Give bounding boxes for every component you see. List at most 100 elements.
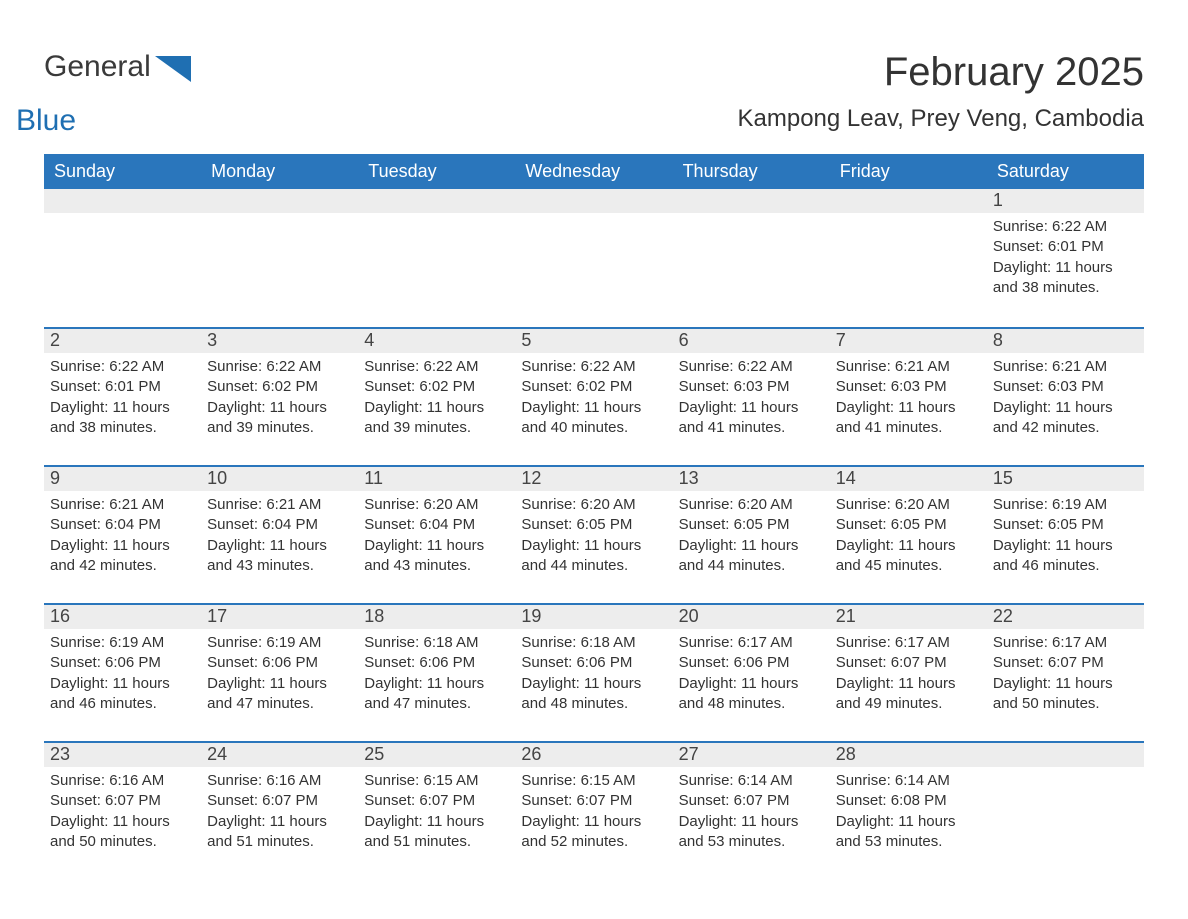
- day-details: Sunrise: 6:18 AMSunset: 6:06 PMDaylight:…: [358, 629, 515, 720]
- day-number: 25: [364, 744, 384, 764]
- daylight-line: Daylight: 11 hours and 41 minutes.: [836, 398, 981, 439]
- sunrise-line: Sunrise: 6:15 AM: [521, 771, 666, 791]
- sunrise-line: Sunrise: 6:20 AM: [364, 495, 509, 515]
- day-details: Sunrise: 6:22 AMSunset: 6:02 PMDaylight:…: [201, 353, 358, 444]
- month-title: February 2025: [738, 50, 1144, 95]
- daylight-line: Daylight: 11 hours and 47 minutes.: [364, 674, 509, 715]
- daylight-line: Daylight: 11 hours and 51 minutes.: [364, 812, 509, 853]
- day-details: Sunrise: 6:14 AMSunset: 6:08 PMDaylight:…: [830, 767, 987, 858]
- day-details: Sunrise: 6:22 AMSunset: 6:02 PMDaylight:…: [358, 353, 515, 444]
- sunset-line: Sunset: 6:06 PM: [207, 653, 352, 673]
- day-number: 23: [50, 744, 70, 764]
- calendar-week-row: 9Sunrise: 6:21 AMSunset: 6:04 PMDaylight…: [44, 465, 1144, 603]
- location-label: Kampong Leav, Prey Veng, Cambodia: [738, 105, 1144, 133]
- day-number: 20: [679, 606, 699, 626]
- calendar-day-cell: 4Sunrise: 6:22 AMSunset: 6:02 PMDaylight…: [358, 329, 515, 465]
- sunrise-line: Sunrise: 6:21 AM: [993, 357, 1138, 377]
- sunrise-line: Sunrise: 6:22 AM: [207, 357, 352, 377]
- sunset-line: Sunset: 6:04 PM: [364, 515, 509, 535]
- day-number: 14: [836, 468, 856, 488]
- calendar-day-cell: 14Sunrise: 6:20 AMSunset: 6:05 PMDayligh…: [830, 467, 987, 603]
- calendar-week-row: 16Sunrise: 6:19 AMSunset: 6:06 PMDayligh…: [44, 603, 1144, 741]
- sunrise-line: Sunrise: 6:20 AM: [679, 495, 824, 515]
- daylight-line: Daylight: 11 hours and 53 minutes.: [836, 812, 981, 853]
- sunset-line: Sunset: 6:08 PM: [836, 791, 981, 811]
- sunrise-line: Sunrise: 6:21 AM: [207, 495, 352, 515]
- header: General Blue February 2025 Kampong Leav,…: [44, 50, 1144, 138]
- day-details: Sunrise: 6:19 AMSunset: 6:05 PMDaylight:…: [987, 491, 1144, 582]
- sunrise-line: Sunrise: 6:16 AM: [207, 771, 352, 791]
- day-details: Sunrise: 6:21 AMSunset: 6:03 PMDaylight:…: [830, 353, 987, 444]
- day-details: Sunrise: 6:20 AMSunset: 6:05 PMDaylight:…: [673, 491, 830, 582]
- day-of-week-cell: Wednesday: [515, 154, 672, 189]
- sunrise-line: Sunrise: 6:22 AM: [993, 217, 1138, 237]
- sunset-line: Sunset: 6:04 PM: [50, 515, 195, 535]
- day-number: 9: [50, 468, 60, 488]
- calendar-day-cell: 28Sunrise: 6:14 AMSunset: 6:08 PMDayligh…: [830, 743, 987, 879]
- sunrise-line: Sunrise: 6:21 AM: [50, 495, 195, 515]
- calendar-day-cell: 17Sunrise: 6:19 AMSunset: 6:06 PMDayligh…: [201, 605, 358, 741]
- day-details: Sunrise: 6:21 AMSunset: 6:04 PMDaylight:…: [201, 491, 358, 582]
- daylight-line: Daylight: 11 hours and 43 minutes.: [364, 536, 509, 577]
- calendar-day-cell: 15 Sunrise: 6:19 AMSunset: 6:05 PMDayligh…: [987, 467, 1144, 603]
- day-of-week-cell: Monday: [201, 154, 358, 189]
- day-details: Sunrise: 6:15 AMSunset: 6:07 PMDaylight:…: [358, 767, 515, 858]
- sunrise-line: Sunrise: 6:21 AM: [836, 357, 981, 377]
- sunset-line: Sunset: 6:07 PM: [521, 791, 666, 811]
- sunset-line: Sunset: 6:07 PM: [364, 791, 509, 811]
- daylight-line: Daylight: 11 hours and 41 minutes.: [679, 398, 824, 439]
- calendar-day-cell: .: [515, 189, 672, 327]
- day-details: Sunrise: 6:21 AMSunset: 6:03 PMDaylight:…: [987, 353, 1144, 444]
- calendar-day-cell: .: [358, 189, 515, 327]
- calendar-day-cell: 11Sunrise: 6:20 AMSunset: 6:04 PMDayligh…: [358, 467, 515, 603]
- calendar-day-cell: 12Sunrise: 6:20 AMSunset: 6:05 PMDayligh…: [515, 467, 672, 603]
- day-number: 16: [50, 606, 70, 626]
- day-details: Sunrise: 6:20 AMSunset: 6:05 PMDaylight:…: [515, 491, 672, 582]
- day-number: 2: [50, 330, 60, 350]
- daylight-line: Daylight: 11 hours and 49 minutes.: [836, 674, 981, 715]
- calendar-day-cell: .: [673, 189, 830, 327]
- day-details: Sunrise: 6:20 AMSunset: 6:04 PMDaylight:…: [358, 491, 515, 582]
- day-number: 15: [993, 468, 1013, 488]
- sunset-line: Sunset: 6:02 PM: [521, 377, 666, 397]
- daylight-line: Daylight: 11 hours and 42 minutes.: [993, 398, 1138, 439]
- calendar-day-cell: 9 Sunrise: 6:21 AMSunset: 6:04 PMDaylight…: [44, 467, 201, 603]
- sunset-line: Sunset: 6:01 PM: [993, 237, 1138, 257]
- sunset-line: Sunset: 6:01 PM: [50, 377, 195, 397]
- sunset-line: Sunset: 6:05 PM: [521, 515, 666, 535]
- sunset-line: Sunset: 6:03 PM: [993, 377, 1138, 397]
- day-details: Sunrise: 6:17 AMSunset: 6:06 PMDaylight:…: [673, 629, 830, 720]
- calendar: SundayMondayTuesdayWednesdayThursdayFrid…: [44, 154, 1144, 879]
- day-number: 8: [993, 330, 1003, 350]
- sunset-line: Sunset: 6:02 PM: [207, 377, 352, 397]
- calendar-day-cell: 20 Sunrise: 6:17 AMSunset: 6:06 PMDayligh…: [673, 605, 830, 741]
- sunrise-line: Sunrise: 6:19 AM: [50, 633, 195, 653]
- daylight-line: Daylight: 11 hours and 46 minutes.: [50, 674, 195, 715]
- day-number: 22: [993, 606, 1013, 626]
- day-number: 5: [521, 330, 531, 350]
- calendar-day-cell: 24Sunrise: 6:16 AMSunset: 6:07 PMDayligh…: [201, 743, 358, 879]
- calendar-day-cell: 27Sunrise: 6:14 AMSunset: 6:07 PMDayligh…: [673, 743, 830, 879]
- day-details: Sunrise: 6:19 AMSunset: 6:06 PMDaylight:…: [44, 629, 201, 720]
- day-number: 19: [521, 606, 541, 626]
- day-details: Sunrise: 6:16 AMSunset: 6:07 PMDaylight:…: [201, 767, 358, 858]
- calendar-day-cell: 19Sunrise: 6:18 AMSunset: 6:06 PMDayligh…: [515, 605, 672, 741]
- daylight-line: Daylight: 11 hours and 45 minutes.: [836, 536, 981, 577]
- sunrise-line: Sunrise: 6:20 AM: [836, 495, 981, 515]
- daylight-line: Daylight: 11 hours and 48 minutes.: [521, 674, 666, 715]
- sunrise-line: Sunrise: 6:22 AM: [679, 357, 824, 377]
- sunrise-line: Sunrise: 6:22 AM: [50, 357, 195, 377]
- sunrise-line: Sunrise: 6:15 AM: [364, 771, 509, 791]
- sunrise-line: Sunrise: 6:19 AM: [993, 495, 1138, 515]
- calendar-day-cell: 13Sunrise: 6:20 AMSunset: 6:05 PMDayligh…: [673, 467, 830, 603]
- daylight-line: Daylight: 11 hours and 51 minutes.: [207, 812, 352, 853]
- day-details: Sunrise: 6:21 AMSunset: 6:04 PMDaylight:…: [44, 491, 201, 582]
- sunset-line: Sunset: 6:07 PM: [50, 791, 195, 811]
- day-number: 10: [207, 468, 227, 488]
- sunrise-line: Sunrise: 6:18 AM: [364, 633, 509, 653]
- day-details: Sunrise: 6:22 AMSunset: 6:03 PMDaylight:…: [673, 353, 830, 444]
- day-details: Sunrise: 6:22 AMSunset: 6:01 PMDaylight:…: [987, 213, 1144, 304]
- daylight-line: Daylight: 11 hours and 50 minutes.: [993, 674, 1138, 715]
- brand-mark-icon: [155, 56, 191, 87]
- day-number: 26: [521, 744, 541, 764]
